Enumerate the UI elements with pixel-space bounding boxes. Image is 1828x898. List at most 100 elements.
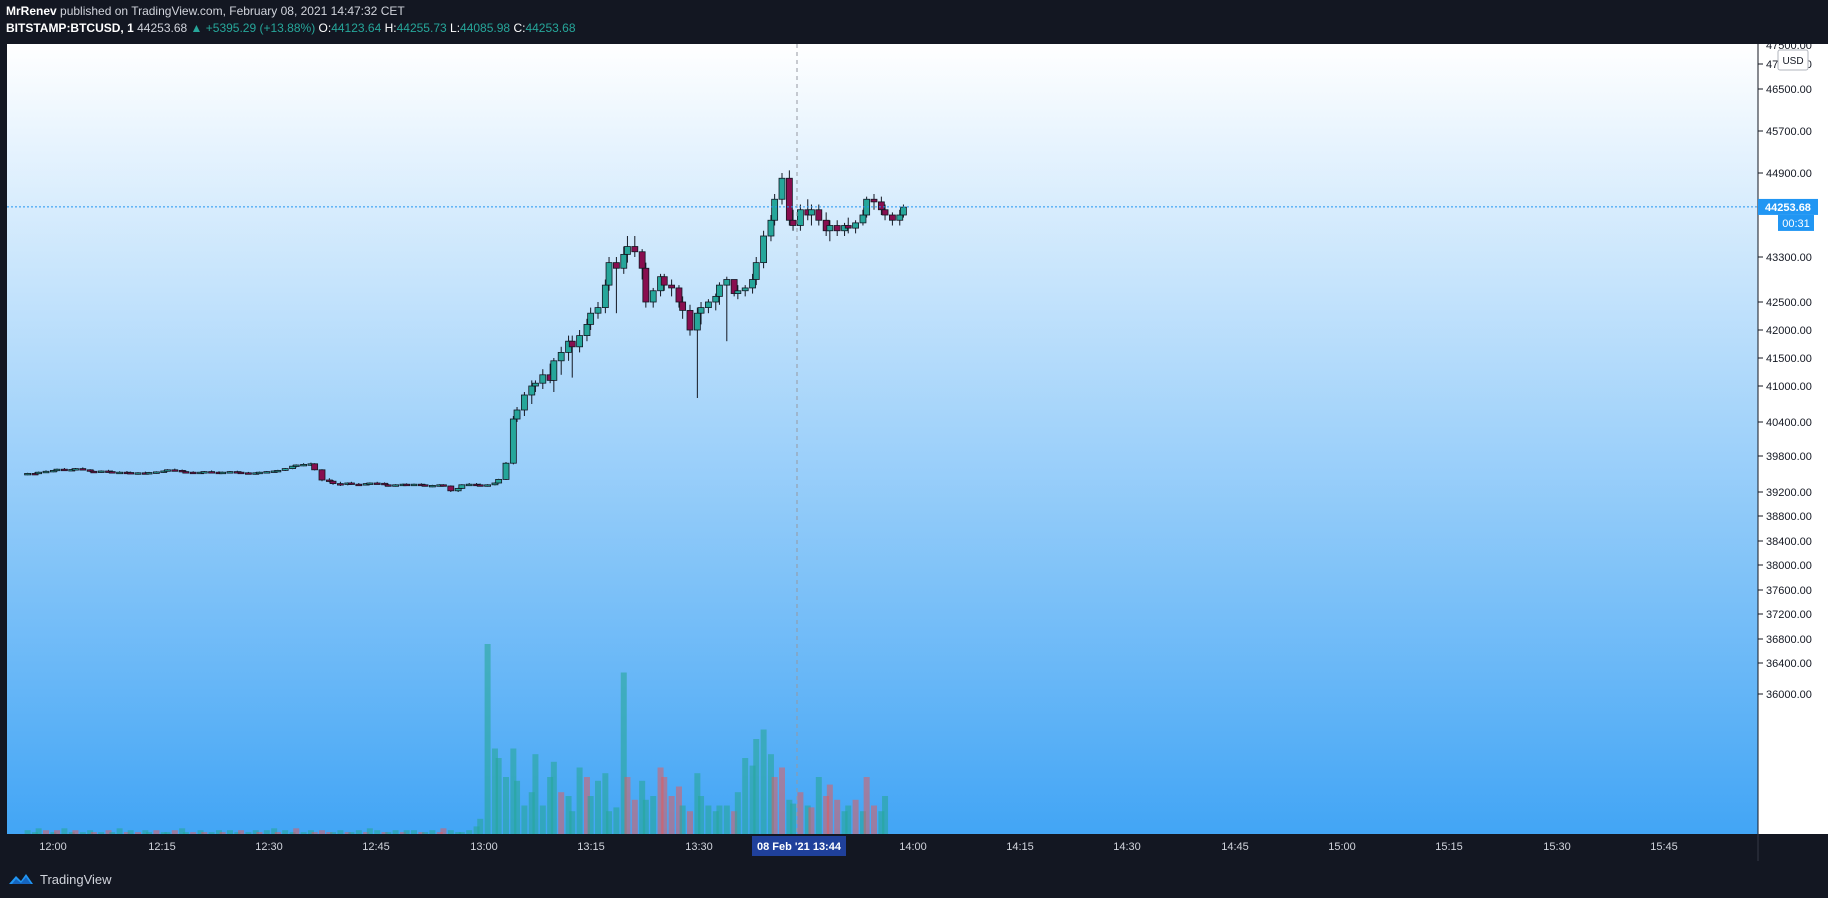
volume-bar — [477, 818, 484, 834]
time-tick-label: 15:00 — [1328, 841, 1356, 853]
volume-bar — [569, 811, 576, 834]
candle — [72, 468, 79, 471]
last-price-label: 44253.68 — [1765, 202, 1811, 214]
candle — [53, 468, 61, 472]
volume-bar — [639, 780, 646, 834]
volume-bar — [153, 830, 160, 834]
volume-bar — [190, 832, 197, 834]
volume-bar — [484, 644, 491, 834]
volume-bar — [804, 805, 811, 834]
volume-bar — [749, 765, 756, 834]
candle — [778, 173, 786, 205]
candle — [355, 483, 363, 487]
volume-bar — [587, 796, 594, 834]
candle — [785, 170, 793, 226]
volume-bars — [24, 644, 889, 834]
candle — [189, 471, 197, 475]
price-tick-label: 37200.00 — [1766, 609, 1812, 621]
volume-bar — [219, 832, 226, 834]
candle — [325, 478, 333, 483]
candle — [90, 470, 98, 474]
volume-bar — [238, 830, 245, 834]
price-tick-label: 41000.00 — [1766, 381, 1812, 393]
volume-bar — [532, 754, 539, 834]
crosshair-time-label: 08 Feb '21 13:44 — [757, 841, 842, 853]
volume-bar — [245, 832, 252, 834]
price-tick-label: 42000.00 — [1766, 325, 1812, 337]
candle — [237, 471, 245, 475]
candle — [767, 215, 775, 242]
price-tick-label: 38400.00 — [1766, 536, 1812, 548]
volume-bar — [256, 832, 263, 834]
candle — [513, 407, 521, 422]
volume-bar — [123, 832, 130, 834]
volume-bar — [742, 758, 749, 834]
author-name[interactable]: MrRenev — [6, 4, 57, 18]
candle — [539, 369, 547, 389]
volume-bar — [201, 832, 208, 834]
low-value: 44085.98 — [460, 21, 511, 35]
candle — [521, 392, 528, 416]
ohlc-legend: BITSTAMP:BTCUSD, 1 44253.68 ▲ +5395.29 (… — [6, 21, 576, 35]
volume-bar — [447, 830, 454, 834]
candle — [668, 279, 675, 297]
volume-bar — [668, 796, 675, 834]
brand-text: TradingView — [40, 871, 112, 887]
price-axis[interactable] — [1758, 44, 1828, 834]
volume-bar — [882, 796, 889, 834]
candle — [605, 257, 613, 291]
volume-bar — [723, 805, 730, 834]
volume-bar — [109, 832, 116, 834]
price-tick-label: 38000.00 — [1766, 560, 1812, 572]
countdown-label: 00:31 — [1782, 218, 1810, 230]
candle — [528, 380, 536, 404]
candle — [289, 465, 296, 470]
candle — [502, 462, 510, 480]
volume-bar — [146, 832, 153, 834]
volume-bar — [127, 830, 134, 834]
candle — [256, 471, 263, 475]
candle — [49, 469, 57, 473]
candle — [152, 471, 160, 474]
volume-bar — [54, 830, 61, 834]
price-tick-label: 39200.00 — [1766, 487, 1812, 499]
candle — [749, 273, 756, 294]
symbol-label[interactable]: BITSTAMP:BTCUSD, 1 — [6, 21, 134, 35]
open-label: O: — [318, 21, 332, 35]
volume-bar — [355, 830, 362, 834]
tradingview-brand[interactable]: TradingView — [8, 871, 112, 887]
volume-bar — [215, 830, 222, 834]
candle — [557, 346, 565, 375]
volume-bar — [503, 777, 509, 834]
candle — [281, 468, 289, 471]
volume-bar — [50, 832, 57, 834]
volume-bar — [712, 811, 719, 834]
volume-bar — [595, 780, 601, 834]
volume-bar — [330, 832, 337, 834]
time-axis[interactable] — [0, 834, 1828, 861]
close-label: C: — [513, 21, 526, 35]
chart-area[interactable]: 47000.0046500.0045700.0044900.0043300.00… — [0, 44, 1828, 861]
volume-bar — [337, 830, 344, 834]
candle — [311, 463, 319, 471]
candle — [116, 471, 123, 475]
volume-bar — [87, 830, 94, 834]
volume-bar — [808, 807, 815, 834]
candle — [852, 220, 859, 234]
candle — [679, 296, 687, 319]
candle — [366, 482, 374, 485]
publish-line: MrRenev published on TradingView.com, Fe… — [6, 4, 405, 18]
plot-background[interactable] — [7, 44, 1758, 834]
candlestick-chart[interactable]: 47000.0046500.0045700.0044900.0043300.00… — [0, 44, 1828, 861]
candle — [716, 282, 723, 305]
candle — [741, 285, 749, 297]
volume-bar — [613, 807, 620, 834]
time-tick-label: 15:45 — [1650, 841, 1678, 853]
volume-bar — [624, 777, 631, 834]
candle — [24, 472, 32, 476]
candle — [410, 483, 418, 487]
volume-bar — [841, 811, 848, 834]
candle — [889, 212, 896, 226]
volume-bar — [466, 830, 473, 834]
published-text: published on TradingView.com, February 0… — [60, 4, 405, 18]
